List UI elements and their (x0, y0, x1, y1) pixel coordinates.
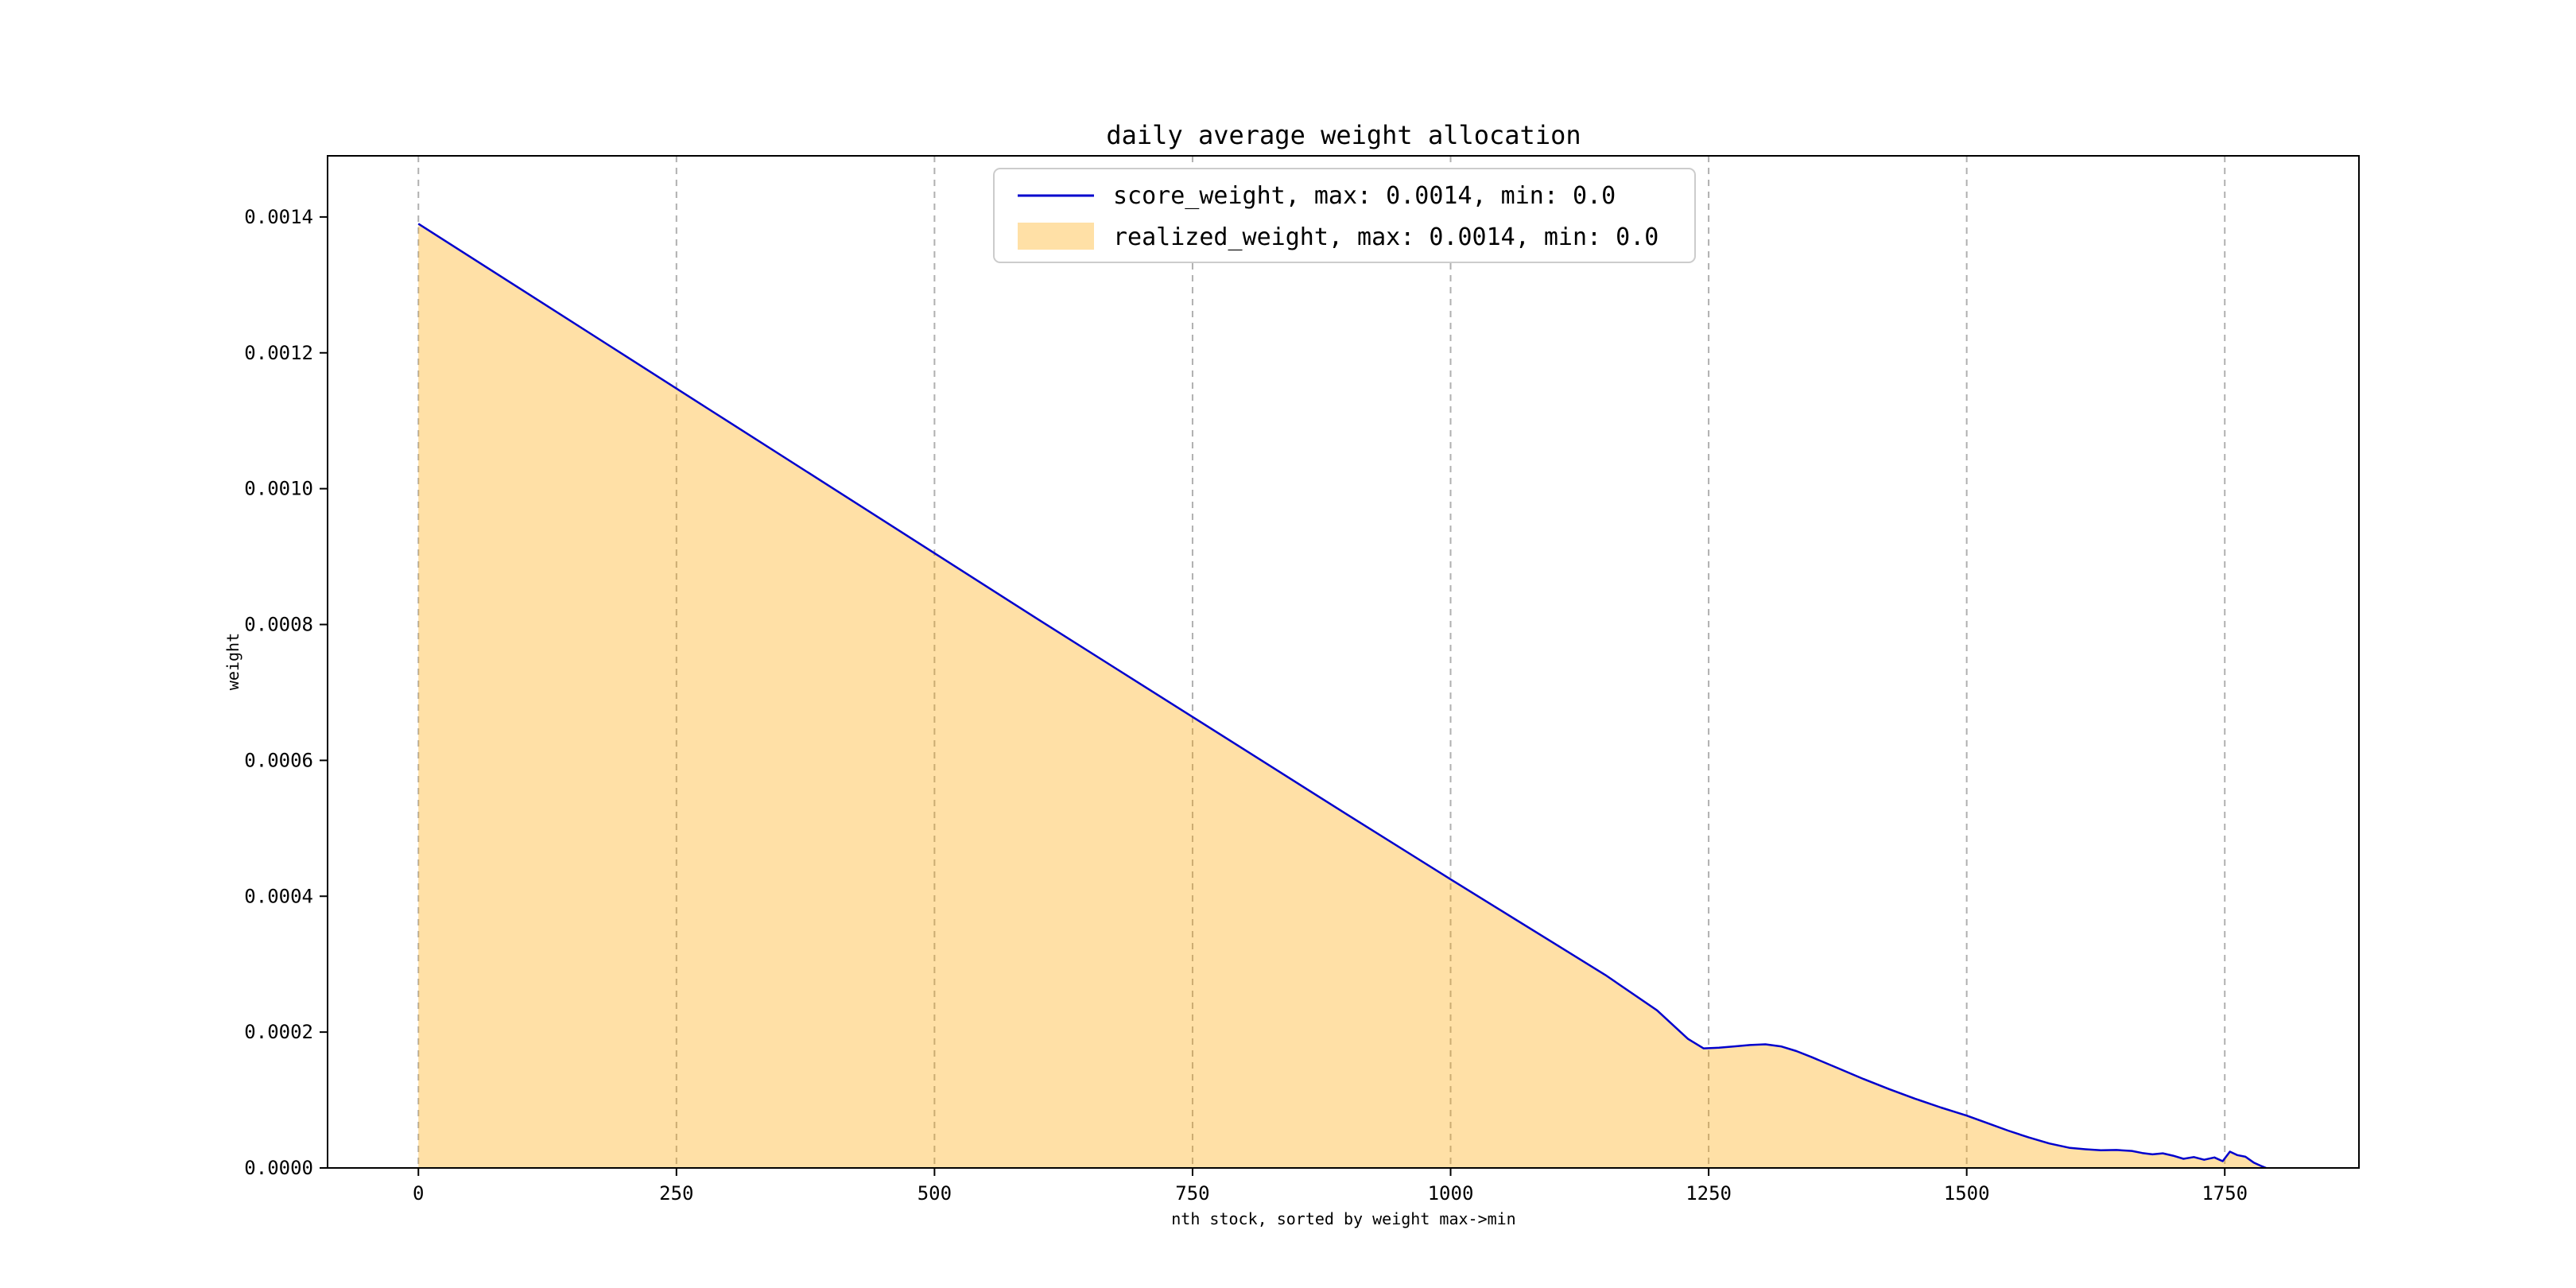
plot-border (327, 155, 2360, 1169)
x-tick-label: 1500 (1944, 1182, 1990, 1205)
y-tick-label: 0.0008 (244, 614, 313, 636)
y-tick-label: 0.0000 (244, 1157, 313, 1179)
legend-label-score-weight: score_weight, max: 0.0014, min: 0.0 (1113, 182, 1616, 210)
y-axis-label: weight (223, 633, 242, 690)
legend-label-realized-weight: realized_weight, max: 0.0014, min: 0.0 (1113, 223, 1658, 251)
chart-title: daily average weight allocation (1106, 120, 1581, 150)
y-tick-label: 0.0002 (244, 1021, 313, 1043)
x-tick-label: 500 (918, 1182, 952, 1205)
legend-box (993, 168, 1696, 263)
x-axis-label: nth stock, sorted by weight max->min (1171, 1209, 1515, 1228)
x-tick-label: 1000 (1428, 1182, 1474, 1205)
x-tick-label: 250 (659, 1182, 693, 1205)
x-tick-label: 1750 (2202, 1182, 2248, 1205)
score-weight-line (417, 223, 2267, 1170)
x-tick-label: 1250 (1686, 1182, 1732, 1205)
x-tick-label: 750 (1175, 1182, 1209, 1205)
legend-area-swatch (1018, 223, 1094, 250)
x-tick-label: 0 (413, 1182, 424, 1205)
y-tick-label: 0.0006 (244, 749, 313, 771)
y-tick-label: 0.0012 (244, 342, 313, 364)
y-tick-label: 0.0014 (244, 206, 313, 228)
y-tick-label: 0.0004 (244, 885, 313, 907)
y-tick-label: 0.0010 (244, 478, 313, 500)
realized-weight-area (418, 223, 2267, 1168)
